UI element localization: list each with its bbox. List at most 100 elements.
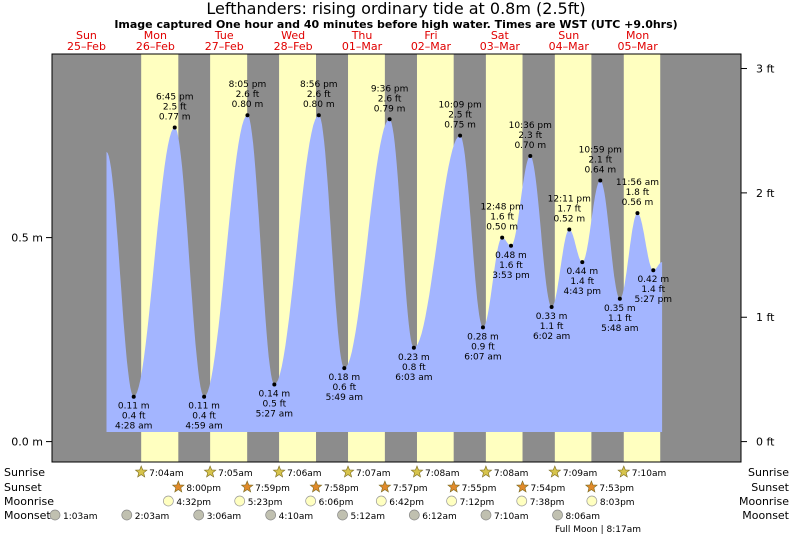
sunrise-icon <box>341 465 355 478</box>
sunrise-icon <box>203 465 217 478</box>
sunrise-icon <box>410 465 424 478</box>
moonrise-icon <box>446 495 457 507</box>
moonset-icon <box>265 509 277 521</box>
tide-point-label: 6:07 am <box>464 352 501 362</box>
tide-point-label: 0.8 ft <box>402 363 426 373</box>
row-label-sunset-right: Sunset <box>751 481 789 494</box>
tide-point-label: 1.6 ft <box>499 261 523 271</box>
tide-point-label: 5:49 am <box>326 393 363 403</box>
tide-point <box>480 325 485 330</box>
row-label-moonrise-right: Moonrise <box>739 495 789 508</box>
tide-point-label: 6:02 am <box>533 332 570 342</box>
moonrise-time: 6:42pm <box>389 498 424 508</box>
tide-point-label: 0.18 m <box>328 373 360 383</box>
moonrise-icon <box>516 495 528 507</box>
tide-point-label: 6:45 pm <box>156 92 194 102</box>
tide-point-label: 0.11 m <box>188 402 220 412</box>
moonrise-icon <box>586 495 598 507</box>
day-of-week-label: Wed <box>281 29 305 42</box>
moonrise-icon <box>305 495 317 507</box>
moonset-icon <box>480 509 492 521</box>
day-of-week-label: Sun <box>76 29 97 42</box>
tide-point-label: 2.6 ft <box>307 90 331 100</box>
tide-point <box>342 366 347 371</box>
moonset-icon <box>193 509 205 521</box>
sunset-icon <box>171 480 185 493</box>
tide-point-label: 0.56 m <box>622 198 654 208</box>
tide-point-label: 2.5 ft <box>163 102 187 112</box>
tide-point-label: 0.52 m <box>553 214 585 224</box>
moonset-time: 4:10am <box>279 512 314 522</box>
tide-point-label: 0.35 m <box>604 304 636 314</box>
moonset-time: 5:12am <box>351 512 386 522</box>
date-label: 04–Mar <box>549 40 590 53</box>
sunrise-time: 7:05am <box>218 469 253 479</box>
tide-point <box>651 268 656 273</box>
tide-point <box>272 382 277 387</box>
tide-point <box>567 227 572 232</box>
row-label-moonset-right: Moonset <box>742 509 789 522</box>
row-label-sunrise-left: Sunrise <box>4 466 45 479</box>
sunrise-time: 7:06am <box>287 469 322 479</box>
tide-point-label: 0.64 m <box>584 165 616 175</box>
tide-point-label: 0.80 m <box>303 100 335 110</box>
tide-point-label: 1.1 ft <box>608 314 632 324</box>
sunset-icon <box>309 480 323 493</box>
moonset-icon <box>121 509 133 521</box>
moonrise-icon <box>163 495 174 507</box>
sunrise-time: 7:09am <box>563 469 598 479</box>
tide-point-label: 10:09 pm <box>438 101 481 111</box>
day-of-week-label: Mon <box>626 29 649 42</box>
tide-point-label: 0.23 m <box>398 353 430 363</box>
day-of-week-label: Sat <box>491 29 510 42</box>
tide-point-label: 0.14 m <box>259 389 291 399</box>
sunrise-icon <box>617 465 631 478</box>
tide-point <box>528 154 533 158</box>
moon-phase-note: Full Moon | 8:17am <box>555 525 641 535</box>
tide-point-label: 0.42 m <box>637 275 669 285</box>
day-of-week-label: Tue <box>214 29 234 42</box>
tide-point-label: 5:48 am <box>601 324 638 334</box>
tide-point-label: 0.44 m <box>566 267 598 277</box>
moonrise-icon <box>234 495 246 507</box>
tide-point-label: 12:48 pm <box>481 203 524 213</box>
tide-point-label: 10:36 pm <box>509 121 552 131</box>
sunrise-icon <box>272 465 286 478</box>
moonrise-icon <box>375 495 387 507</box>
tide-point-label: 5:27 pm <box>635 295 673 305</box>
date-label: 26–Feb <box>136 40 175 53</box>
moonset-icon <box>337 509 348 521</box>
sunset-time: 8:00pm <box>186 484 221 494</box>
tide-point-label: 0.80 m <box>232 100 264 110</box>
sunrise-icon <box>479 465 493 478</box>
moonrise-time: 4:32pm <box>176 498 211 508</box>
moonrise-time: 8:03pm <box>600 498 635 508</box>
sunset-icon <box>584 480 598 493</box>
y-right-tick-label: 2 ft <box>756 187 775 200</box>
sunset-time: 7:57pm <box>393 484 428 494</box>
day-of-week-label: Mon <box>144 29 167 42</box>
tide-point-label: 2.5 ft <box>448 111 472 121</box>
moonset-time: 6:12am <box>422 512 457 522</box>
moonset-icon <box>408 509 420 521</box>
date-label: 02–Mar <box>411 40 452 53</box>
tide-point-label: 0.28 m <box>467 332 499 342</box>
tide-point-label: 0.79 m <box>374 104 406 114</box>
sunset-icon <box>240 480 254 493</box>
moonset-icon <box>49 509 61 521</box>
tide-point <box>617 296 622 301</box>
tide-point <box>172 125 177 130</box>
tide-point-label: 1.1 ft <box>540 322 564 332</box>
tide-point-label: 10:59 pm <box>579 145 622 155</box>
tide-point <box>598 178 603 183</box>
tide-point-label: 1.4 ft <box>641 285 665 295</box>
row-label-sunrise-right: Sunrise <box>748 466 789 479</box>
y-right-tick-label: 0 ft <box>756 436 775 449</box>
y-right-tick-label: 3 ft <box>756 63 775 76</box>
tide-point-label: 4:43 pm <box>564 287 602 297</box>
sunrise-time: 7:07am <box>356 469 391 479</box>
tide-point-label: 0.9 ft <box>471 342 495 352</box>
tide-area <box>106 115 663 432</box>
row-label-sunset-left: Sunset <box>4 481 42 494</box>
